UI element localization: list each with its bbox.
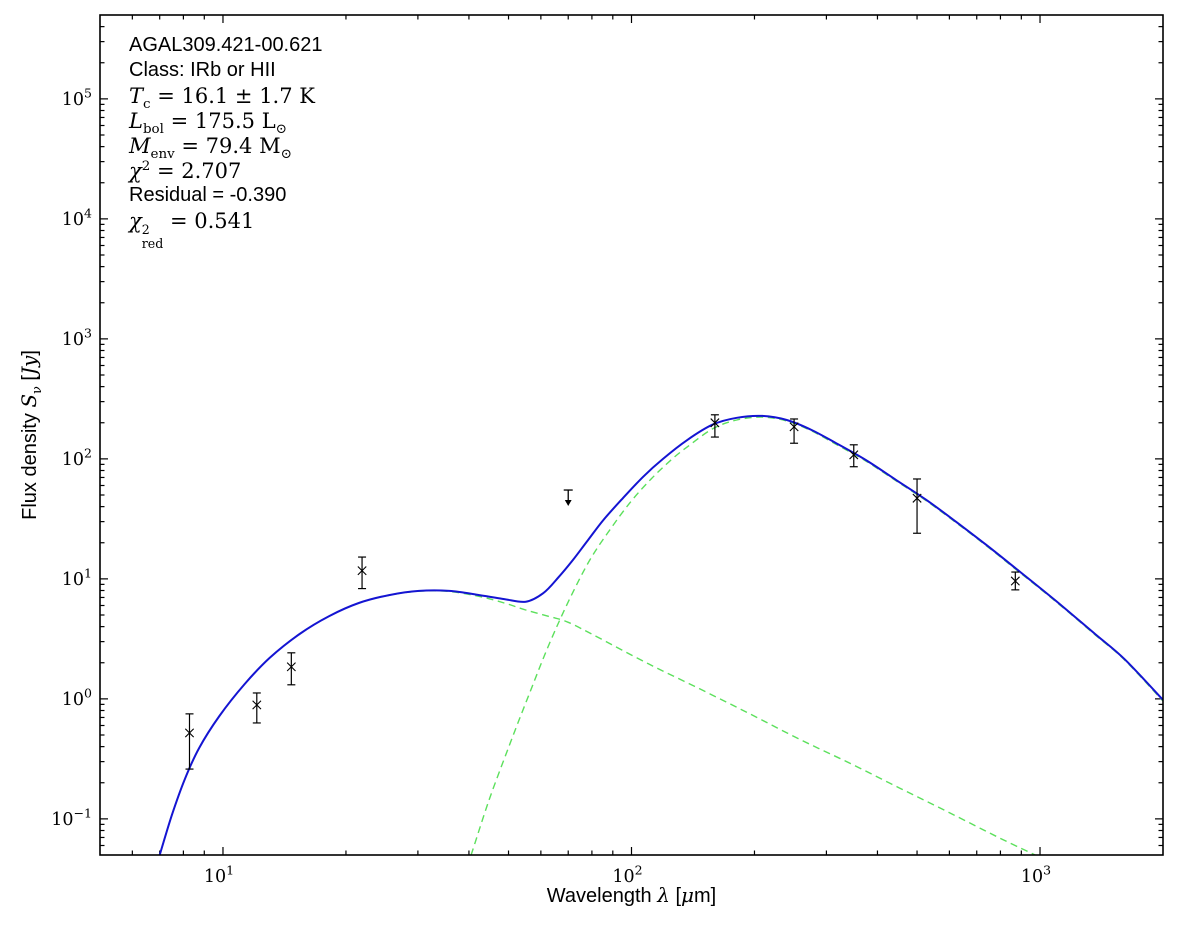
fit-info-block: AGAL309.421-00.621 Class: IRb or HII Tc = … [129, 34, 323, 251]
data-point [184, 713, 195, 770]
x-marker [184, 728, 195, 738]
data-point [789, 418, 799, 444]
y-axis-title: Flux density Sν [Jy] [17, 350, 45, 520]
y-tick-label: 101 [62, 565, 92, 590]
data-point [286, 652, 296, 686]
x-marker [252, 700, 262, 710]
upper-limit-point [563, 489, 573, 507]
y-tick-label: 100 [62, 685, 92, 710]
x-marker [1010, 576, 1020, 586]
cold-greybody-component-curve [470, 416, 1163, 855]
data-point [710, 414, 720, 438]
fit-info-line: Residual = -0.390 [129, 184, 287, 206]
y-tick-label: 104 [62, 205, 92, 230]
x-marker [357, 566, 367, 576]
fit-info-line: Class: IRb or HII [129, 59, 276, 81]
data-point [849, 444, 859, 468]
data-point [252, 692, 262, 724]
data-point [1010, 571, 1020, 591]
x-marker [912, 493, 922, 503]
data-point [912, 478, 922, 534]
warm-component-curve [159, 590, 1036, 855]
y-tick-label: 103 [62, 325, 92, 350]
y-tick-label: 10−1 [51, 805, 92, 830]
x-marker [789, 422, 799, 432]
fit-info-line: χ 2 red = 0.541 [129, 209, 255, 251]
plot-border [99, 14, 1164, 856]
x-marker [849, 450, 859, 460]
total-model-curve [158, 414, 1163, 855]
y-tick-label: 102 [62, 445, 92, 470]
fit-info-line: Tc = 16.1 ± 1.7 K [129, 84, 315, 113]
upper-limit-arrowhead [564, 500, 572, 507]
data-point [357, 556, 367, 590]
y-tick-label: 105 [62, 85, 92, 110]
x-marker [710, 418, 720, 428]
x-axis-title: Wavelength λ [μm] [546, 883, 717, 907]
fit-info-line: AGAL309.421-00.621 [129, 34, 323, 56]
fit-info-line: Menv = 79.4 M⊙ [129, 134, 292, 163]
fit-info-line: χ2 = 2.707 [129, 159, 242, 183]
fit-info-line: Lbol = 175.5 L⊙ [129, 109, 287, 138]
x-marker [286, 662, 296, 672]
